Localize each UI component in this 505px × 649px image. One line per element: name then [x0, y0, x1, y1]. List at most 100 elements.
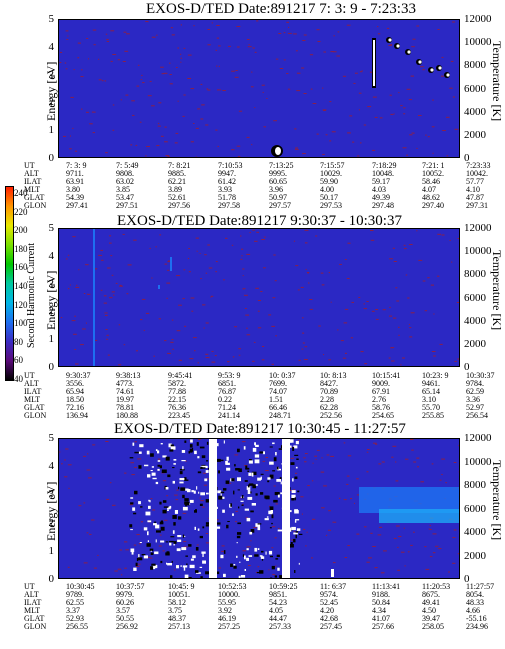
- noise-speckle: [309, 54, 314, 56]
- ephemeris-value: 54.39: [66, 193, 84, 202]
- feature-speckle: [182, 534, 185, 538]
- feature-speckle: [160, 526, 165, 531]
- noise-speckle: [97, 554, 99, 556]
- noise-speckle: [227, 361, 230, 363]
- y-tick-label: 0: [48, 573, 55, 585]
- feature-speckle: [270, 577, 273, 578]
- noise-speckle: [339, 497, 341, 499]
- ephemeris-value: 4.66: [466, 606, 480, 615]
- noise-speckle: [64, 476, 68, 478]
- ephemeris-value: 9009.: [372, 379, 390, 388]
- noise-speckle: [89, 123, 93, 125]
- noise-speckle: [107, 267, 111, 269]
- noise-speckle: [450, 60, 454, 62]
- noise-speckle: [361, 70, 363, 72]
- feature-speckle: [296, 528, 301, 531]
- noise-speckle: [172, 348, 174, 350]
- ephemeris-value: 4773.: [116, 379, 134, 388]
- noise-speckle: [216, 65, 218, 67]
- noise-speckle: [204, 254, 207, 256]
- noise-speckle: [401, 551, 405, 553]
- feature-speckle: [271, 522, 273, 525]
- noise-speckle: [261, 359, 265, 361]
- ephemeris-value: 5872.: [168, 379, 186, 388]
- noise-speckle: [235, 70, 238, 71]
- feature-speckle: [269, 474, 274, 479]
- feature-speckle: [254, 454, 260, 458]
- ephemeris-value: 62.59: [466, 387, 484, 396]
- feature-speckle: [139, 542, 142, 543]
- feature-speckle: [130, 529, 133, 531]
- noise-speckle: [296, 72, 301, 74]
- noise-speckle: [331, 131, 336, 133]
- noise-speckle: [389, 315, 393, 317]
- noise-speckle: [271, 363, 274, 365]
- noise-speckle: [433, 355, 436, 357]
- noise-speckle: [409, 244, 413, 245]
- noise-speckle: [236, 145, 241, 147]
- feature-speckle: [165, 456, 170, 461]
- ephemeris-value: 7:15:57: [320, 161, 345, 170]
- noise-speckle: [111, 274, 114, 276]
- feature-speckle: [238, 506, 240, 509]
- ephemeris-value: 258.05: [422, 622, 444, 631]
- noise-speckle: [177, 100, 179, 102]
- ephemeris-value: 63.91: [66, 177, 84, 186]
- noise-speckle: [74, 315, 76, 317]
- feature-speckle: [139, 444, 144, 448]
- noise-speckle: [193, 25, 195, 27]
- noise-speckle: [452, 96, 455, 98]
- noise-speckle: [196, 250, 198, 252]
- noise-speckle: [208, 267, 213, 269]
- noise-speckle: [337, 329, 339, 331]
- ephemeris-value: 297.31: [466, 201, 488, 210]
- feature-speckle: [226, 462, 230, 465]
- feature-speckle: [176, 548, 181, 552]
- feature-speckle: [151, 472, 156, 476]
- feature-speckle: [220, 554, 224, 559]
- noise-speckle: [377, 534, 382, 536]
- noise-speckle: [231, 149, 235, 151]
- noise-speckle: [160, 135, 164, 137]
- noise-speckle: [201, 104, 205, 106]
- ephemeris-value: 10: 0:37: [269, 371, 296, 380]
- feature-speckle: [165, 552, 170, 556]
- noise-speckle: [215, 129, 218, 131]
- feature-speckle: [181, 547, 187, 551]
- noise-speckle: [382, 309, 386, 311]
- ephemeris-row-label: MLT: [24, 185, 41, 194]
- ephemeris-value: 10:15:41: [372, 371, 401, 380]
- feature-blob: [438, 66, 442, 70]
- noise-speckle: [207, 44, 211, 46]
- feature-speckle: [174, 510, 178, 514]
- noise-speckle: [413, 461, 417, 463]
- noise-speckle: [390, 113, 394, 115]
- feature-speckle: [294, 454, 299, 456]
- feature-speckle: [295, 534, 297, 539]
- noise-speckle: [329, 140, 332, 142]
- feature-speckle: [293, 532, 298, 535]
- feature-speckle: [294, 509, 298, 512]
- noise-speckle: [145, 155, 147, 157]
- feature-speckle: [277, 468, 281, 471]
- feature-speckle: [205, 522, 211, 525]
- feature-speckle: [131, 551, 134, 555]
- feature-speckle: [268, 510, 273, 515]
- noise-speckle: [190, 88, 195, 90]
- noise-speckle: [305, 268, 307, 270]
- noise-speckle: [158, 318, 161, 320]
- noise-speckle: [101, 80, 104, 82]
- noise-speckle: [140, 319, 143, 321]
- noise-speckle: [333, 35, 335, 37]
- noise-speckle: [323, 485, 327, 487]
- noise-speckle: [287, 32, 292, 34]
- noise-speckle: [214, 355, 217, 357]
- feature-speckle: [138, 554, 140, 558]
- noise-speckle: [372, 96, 377, 98]
- feature-speckle: [250, 529, 255, 533]
- noise-speckle: [432, 99, 434, 101]
- feature-speckle: [276, 479, 282, 482]
- noise-speckle: [250, 540, 252, 542]
- ephemeris-value: 9808.: [116, 169, 134, 178]
- noise-speckle: [262, 91, 264, 93]
